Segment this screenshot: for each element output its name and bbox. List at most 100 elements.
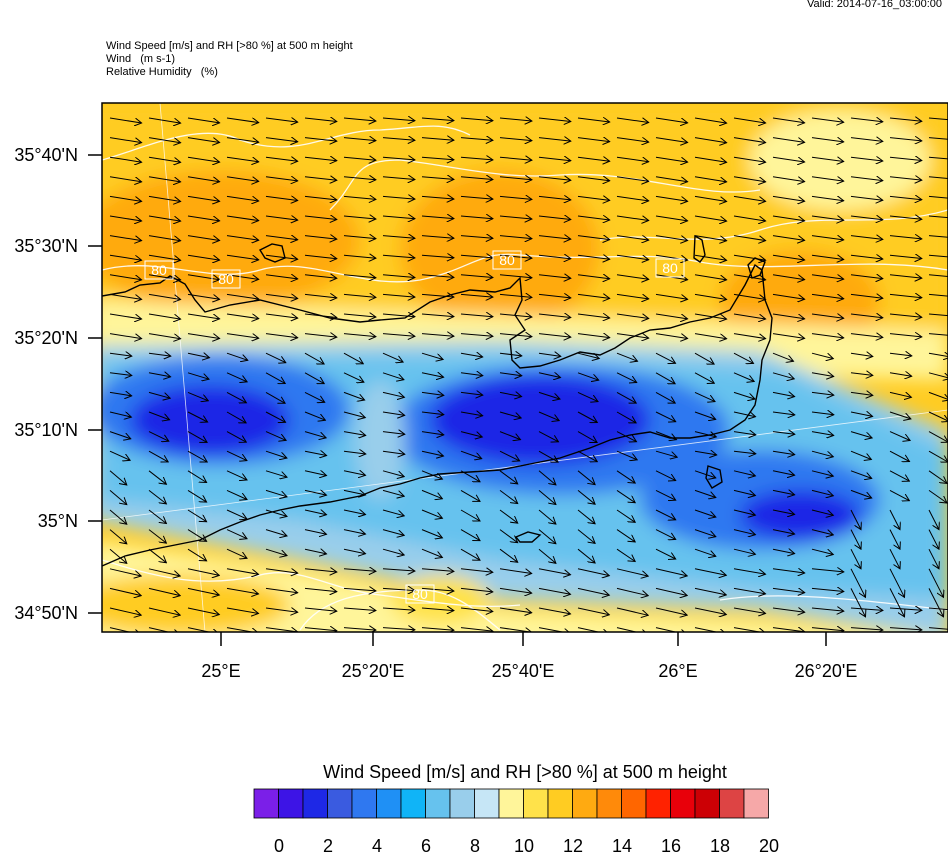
wind-arrow [421,236,454,239]
wind-arrow [850,588,866,617]
wind-arrow [577,314,610,318]
wind-arrow [265,411,286,422]
wind-arrow [460,470,480,482]
wind-arrow [304,157,337,161]
wind-arrow [460,157,493,160]
wind-arrow [694,607,726,615]
wind-arrow [733,274,766,280]
wind-arrow [694,372,714,384]
wind-arrow [577,509,595,524]
colorbar-tick-12: 12 [562,836,584,856]
wind-arrow [811,118,844,122]
wind-arrow [694,137,727,143]
wind-arrow [538,314,571,318]
wind-arrow [889,470,909,481]
colorbar-swatch [449,788,475,819]
wind-arrow [694,451,717,455]
wind-arrow [148,450,168,462]
wind-arrow [889,314,922,317]
wind-arrow [421,118,454,121]
wind-arrow [421,489,442,498]
wind-arrow [538,373,561,378]
wind-arrow [616,450,637,460]
wind-arrow [109,411,131,417]
wind-arrow [889,568,905,598]
wind-arrow [187,156,220,162]
wind-arrow [772,235,805,241]
wind-arrow [226,313,259,319]
colorbar-swatch [572,788,598,819]
wind-arrow [772,254,805,260]
wind-arrow [421,334,454,337]
colorbar-swatch [253,788,279,819]
wind-arrow [265,177,298,181]
wind-arrow [538,607,571,614]
wind-arrow [187,431,207,443]
wind-arrow [382,196,415,199]
colorbar-swatch [694,788,720,819]
wind-arrow [538,275,571,279]
wind-arrow [811,628,844,631]
wind-arrow [343,352,363,364]
wind-arrow [928,293,948,297]
wind-arrow [889,216,922,219]
wind-arrow [343,588,376,591]
wind-arrow [460,196,493,199]
wind-arrow [343,372,364,382]
wind-arrow [889,588,905,617]
wind-arrow [499,568,532,574]
wind-arrow [226,333,259,339]
wind-arrow [928,509,939,530]
valid-time: Valid: 2014-07-16_03:00:00 [807,0,942,10]
colorbar-tick-6: 6 [420,836,432,856]
wind-arrow [772,156,805,162]
wind-arrow [226,352,248,360]
wind-arrow [577,372,599,380]
lat-ticks [88,154,102,614]
wind-arrow [304,530,327,535]
wind-arrow [304,177,337,181]
wind-arrow [538,431,559,442]
wind-arrow [655,156,688,162]
wind-arrow [265,255,298,259]
wind-arrow [265,548,287,555]
wind-arrow [811,236,844,240]
wind-arrow [889,509,900,530]
colorbar-swatch [523,788,549,819]
wind-arrow [811,548,833,554]
wind-arrow [343,471,366,476]
wind-arrow [304,196,337,200]
wind-arrow [928,333,948,336]
wind-arrow [811,509,833,515]
wind-arrow [811,255,844,259]
wind-arrow [187,470,207,483]
wind-arrow [889,275,922,278]
wind-arrow [421,509,442,518]
wind-arrow [772,392,795,396]
wind-arrow [187,529,207,542]
wind-arrow [382,138,415,141]
wind-arrow [343,530,366,535]
wind-arrow [304,216,337,220]
wind-arrow [460,489,480,501]
wind-arrow [187,235,220,241]
wind-arrow [187,607,219,615]
wind-arrow [694,529,716,537]
wind-arrow [148,627,180,632]
wind-arrow [382,177,415,180]
wind-arrow [499,314,532,317]
wind-arrow [382,432,405,435]
wind-arrow [343,138,376,141]
wind-arrow [499,196,532,199]
wind-arrow [499,138,532,141]
lon-label-3: 25°40'E [492,661,555,681]
wind-arrow [616,333,649,339]
wind-arrow [694,548,716,556]
wind-arrow [928,548,939,569]
wind-arrow [538,353,561,356]
wind-arrow [577,138,610,142]
wind-arrow [928,195,948,199]
wind-arrow [811,352,833,358]
wind-arrow [694,489,716,497]
wind-arrow [343,411,365,418]
